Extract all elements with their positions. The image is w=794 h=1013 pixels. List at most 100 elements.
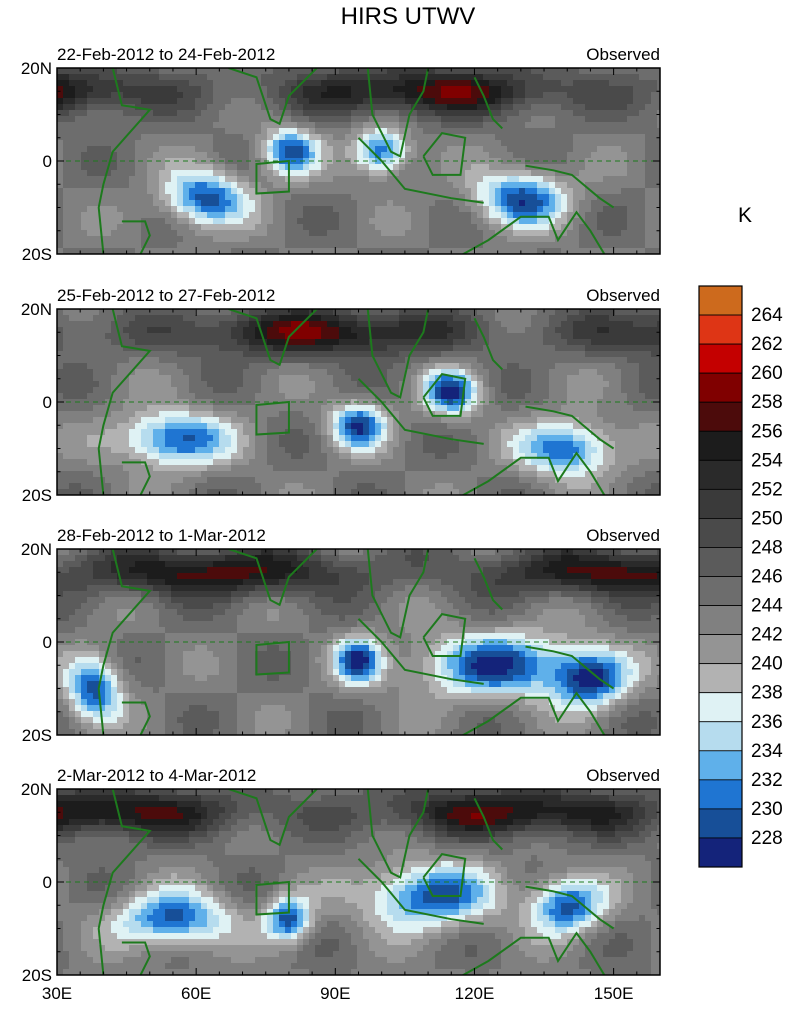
field-cell [597,152,604,159]
field-cell [639,80,646,87]
field-cell [537,345,544,352]
field-cell [189,92,196,99]
field-cell [657,248,660,254]
field-cell [645,74,652,81]
field-cell [561,375,568,382]
field-cell [165,405,172,412]
field-cell [525,405,532,412]
field-cell [225,381,232,388]
field-cell [255,200,262,207]
field-cell [273,134,280,141]
field-cell [57,339,64,346]
field-cell [585,230,592,237]
field-cell [639,176,646,183]
field-cell [315,170,322,177]
field-cell [261,357,268,364]
field-cell [369,176,376,183]
field-cell [333,98,340,105]
field-cell [399,200,406,207]
field-cell [201,411,208,418]
field-cell [57,194,64,201]
field-cell [141,248,148,254]
field-cell [105,98,112,105]
field-cell [603,339,610,346]
field-cell [633,230,640,237]
field-cell [279,315,286,322]
field-cell [555,345,562,352]
field-cell [261,206,268,213]
field-cell [213,116,220,123]
field-cell [375,236,382,243]
field-cell [195,321,202,328]
field-cell [81,393,88,400]
field-cell [471,230,478,237]
field-cell [231,110,238,117]
field-cell [63,381,70,388]
field-cell [381,200,388,207]
field-cell [351,176,358,183]
field-cell [201,345,208,352]
field-cell [405,375,412,382]
field-cell [237,351,244,358]
field-cell [447,309,454,316]
field-cell [87,140,94,147]
field-cell [111,164,118,171]
field-cell [429,248,436,254]
field-cell [609,393,616,400]
field-cell [531,206,538,213]
field-cell [531,74,538,81]
field-cell [363,315,370,322]
field-cell [303,345,310,352]
field-cell [615,393,622,400]
field-cell [543,188,550,195]
field-cell [597,206,604,213]
field-cell [519,116,526,123]
field-cell [339,116,346,123]
field-cell [297,104,304,111]
field-cell [471,146,478,153]
field-cell [213,345,220,352]
field-cell [441,182,448,189]
field-cell [213,218,220,225]
field-cell [267,80,274,87]
field-cell [321,194,328,201]
field-cell [585,200,592,207]
field-cell [303,230,310,237]
field-cell [351,170,358,177]
field-cell [309,140,316,147]
field-cell [507,206,514,213]
field-cell [441,164,448,171]
field-cell [297,411,304,418]
coastline [473,76,504,130]
field-cell [243,224,250,231]
field-cell [135,128,142,135]
field-cell [171,68,178,75]
field-cell [123,128,130,135]
field-cell [207,182,214,189]
field-cell [501,206,508,213]
field-cell [459,200,466,207]
field-cell [375,230,382,237]
field-cell [645,369,652,376]
field-cell [621,128,628,135]
field-cell [435,339,442,346]
field-cell [57,345,64,352]
field-cell [339,339,346,346]
field-cell [657,224,660,231]
field-cell [291,230,298,237]
field-cell [351,98,358,105]
field-cell [219,200,226,207]
field-cell [339,80,346,87]
field-cell [117,146,124,153]
field-cell [105,134,112,141]
field-cell [465,224,472,231]
field-cell [411,146,418,153]
field-cell [447,315,454,322]
field-cell [447,134,454,141]
field-cell [333,393,340,400]
field-cell [633,206,640,213]
field-cell [549,321,556,328]
field-cell [555,242,562,249]
field-cell [537,369,544,376]
field-cell [57,140,64,147]
